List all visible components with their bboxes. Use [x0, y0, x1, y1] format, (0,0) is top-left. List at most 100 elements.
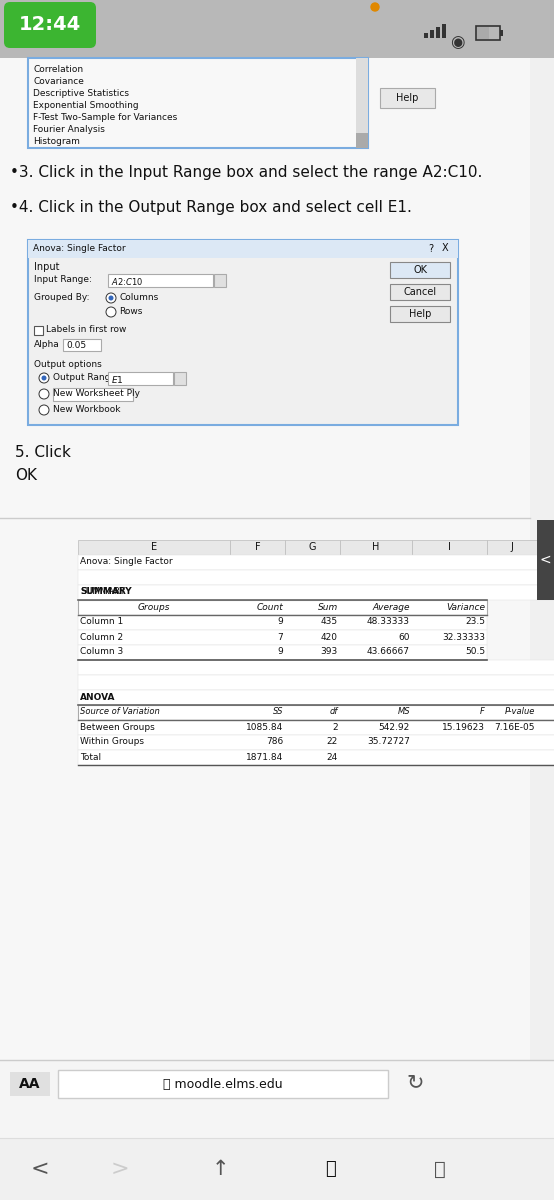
Text: P-value: P-value	[505, 708, 535, 716]
Bar	[487, 540, 537, 554]
Text: F-Test Two-Sample for Variances: F-Test Two-Sample for Variances	[33, 113, 177, 122]
Text: SUMMARY: SUMMARY	[80, 588, 132, 596]
Text: ANOVA: ANOVA	[80, 692, 115, 702]
Text: Correlation: Correlation	[33, 65, 83, 74]
Text: 12:44: 12:44	[19, 16, 81, 35]
Bar	[108, 372, 173, 385]
Text: df: df	[330, 708, 338, 716]
Bar	[78, 660, 554, 674]
Text: 7.16E-05: 7.16E-05	[495, 722, 535, 732]
Text: ◉: ◉	[450, 32, 464, 50]
Circle shape	[39, 373, 49, 383]
Bar	[10, 1072, 50, 1096]
Text: 32.33333: 32.33333	[442, 632, 485, 642]
Bar	[0, 0, 554, 58]
Bar	[78, 690, 554, 704]
Bar	[0, 1138, 554, 1200]
Bar	[78, 570, 554, 584]
Text: 5. Click: 5. Click	[15, 445, 71, 460]
Text: 🔒 moodle.elms.edu: 🔒 moodle.elms.edu	[163, 1078, 283, 1091]
FancyBboxPatch shape	[4, 2, 96, 48]
Bar	[390, 284, 450, 300]
Text: •3. Click in the Input Range box and select the range A2:C10.: •3. Click in the Input Range box and sel…	[10, 164, 483, 180]
Text: Output Range:: Output Range:	[53, 373, 119, 382]
Text: OK: OK	[413, 265, 427, 275]
Text: 7: 7	[277, 632, 283, 642]
Text: 📖: 📖	[325, 1160, 335, 1178]
Text: Input Range:: Input Range:	[34, 275, 92, 284]
Text: <: <	[30, 1159, 49, 1178]
Text: H: H	[372, 542, 379, 552]
Text: Covariance: Covariance	[33, 77, 84, 86]
Circle shape	[106, 293, 116, 302]
Text: 9: 9	[277, 648, 283, 656]
Bar	[78, 554, 554, 570]
Text: Help: Help	[396, 92, 418, 103]
Text: <: <	[539, 553, 551, 566]
Text: SS: SS	[273, 708, 283, 716]
Text: New Worksheet Ply: New Worksheet Ply	[53, 389, 140, 398]
Bar	[500, 30, 503, 36]
Text: ↑: ↑	[211, 1159, 229, 1178]
Text: Rows: Rows	[119, 307, 142, 316]
Text: ?: ?	[428, 244, 433, 254]
Text: 48.33333: 48.33333	[367, 618, 410, 626]
Text: 43.66667: 43.66667	[367, 648, 410, 656]
Text: Groups: Groups	[138, 602, 170, 612]
Text: 1871.84: 1871.84	[246, 752, 283, 762]
Bar	[78, 720, 554, 734]
Text: MS: MS	[397, 708, 410, 716]
Text: Grouped By:: Grouped By:	[34, 293, 90, 302]
Text: Column 1: Column 1	[80, 618, 123, 626]
Text: 420: 420	[321, 632, 338, 642]
Text: I: I	[448, 542, 451, 552]
Bar	[430, 30, 434, 38]
Text: Histogram: Histogram	[33, 137, 80, 146]
Text: J: J	[511, 542, 514, 552]
Bar	[442, 24, 446, 38]
Text: 1085.84: 1085.84	[246, 722, 283, 732]
Bar	[78, 734, 554, 750]
Text: 542.92: 542.92	[379, 722, 410, 732]
Text: Anova: Single Factor: Anova: Single Factor	[80, 558, 173, 566]
Circle shape	[371, 2, 379, 11]
Bar	[214, 274, 226, 287]
Bar	[28, 240, 458, 258]
Text: $E$1: $E$1	[111, 374, 124, 385]
Bar	[424, 32, 428, 38]
Bar	[78, 584, 554, 600]
Text: Column 3: Column 3	[80, 648, 123, 656]
Text: ⧉: ⧉	[434, 1159, 446, 1178]
Text: Help: Help	[409, 308, 431, 319]
Bar	[78, 600, 487, 614]
Text: OK: OK	[15, 468, 37, 482]
Text: 24: 24	[327, 752, 338, 762]
Text: 2: 2	[332, 722, 338, 732]
Bar	[108, 274, 213, 287]
Text: 0.05: 0.05	[66, 341, 86, 350]
Bar	[78, 630, 487, 646]
Circle shape	[39, 404, 49, 415]
Bar	[34, 326, 43, 335]
Text: Columns: Columns	[119, 293, 158, 302]
Bar	[356, 58, 368, 148]
Bar	[78, 646, 487, 660]
Bar	[537, 520, 554, 600]
Bar	[78, 614, 487, 630]
Text: Within Groups: Within Groups	[80, 738, 144, 746]
Bar	[78, 674, 554, 690]
Text: Input: Input	[34, 262, 59, 272]
Bar	[412, 540, 487, 554]
Text: 22: 22	[327, 738, 338, 746]
Bar	[78, 540, 230, 554]
Bar	[340, 540, 412, 554]
Text: Anova: Single Factor: Anova: Single Factor	[33, 244, 126, 253]
Text: Alpha: Alpha	[34, 340, 60, 349]
Text: F: F	[480, 708, 485, 716]
Text: 786: 786	[266, 738, 283, 746]
Bar	[285, 540, 340, 554]
Text: Variance: Variance	[446, 602, 485, 612]
Bar	[390, 306, 450, 322]
Circle shape	[109, 295, 114, 300]
Text: 435: 435	[321, 618, 338, 626]
